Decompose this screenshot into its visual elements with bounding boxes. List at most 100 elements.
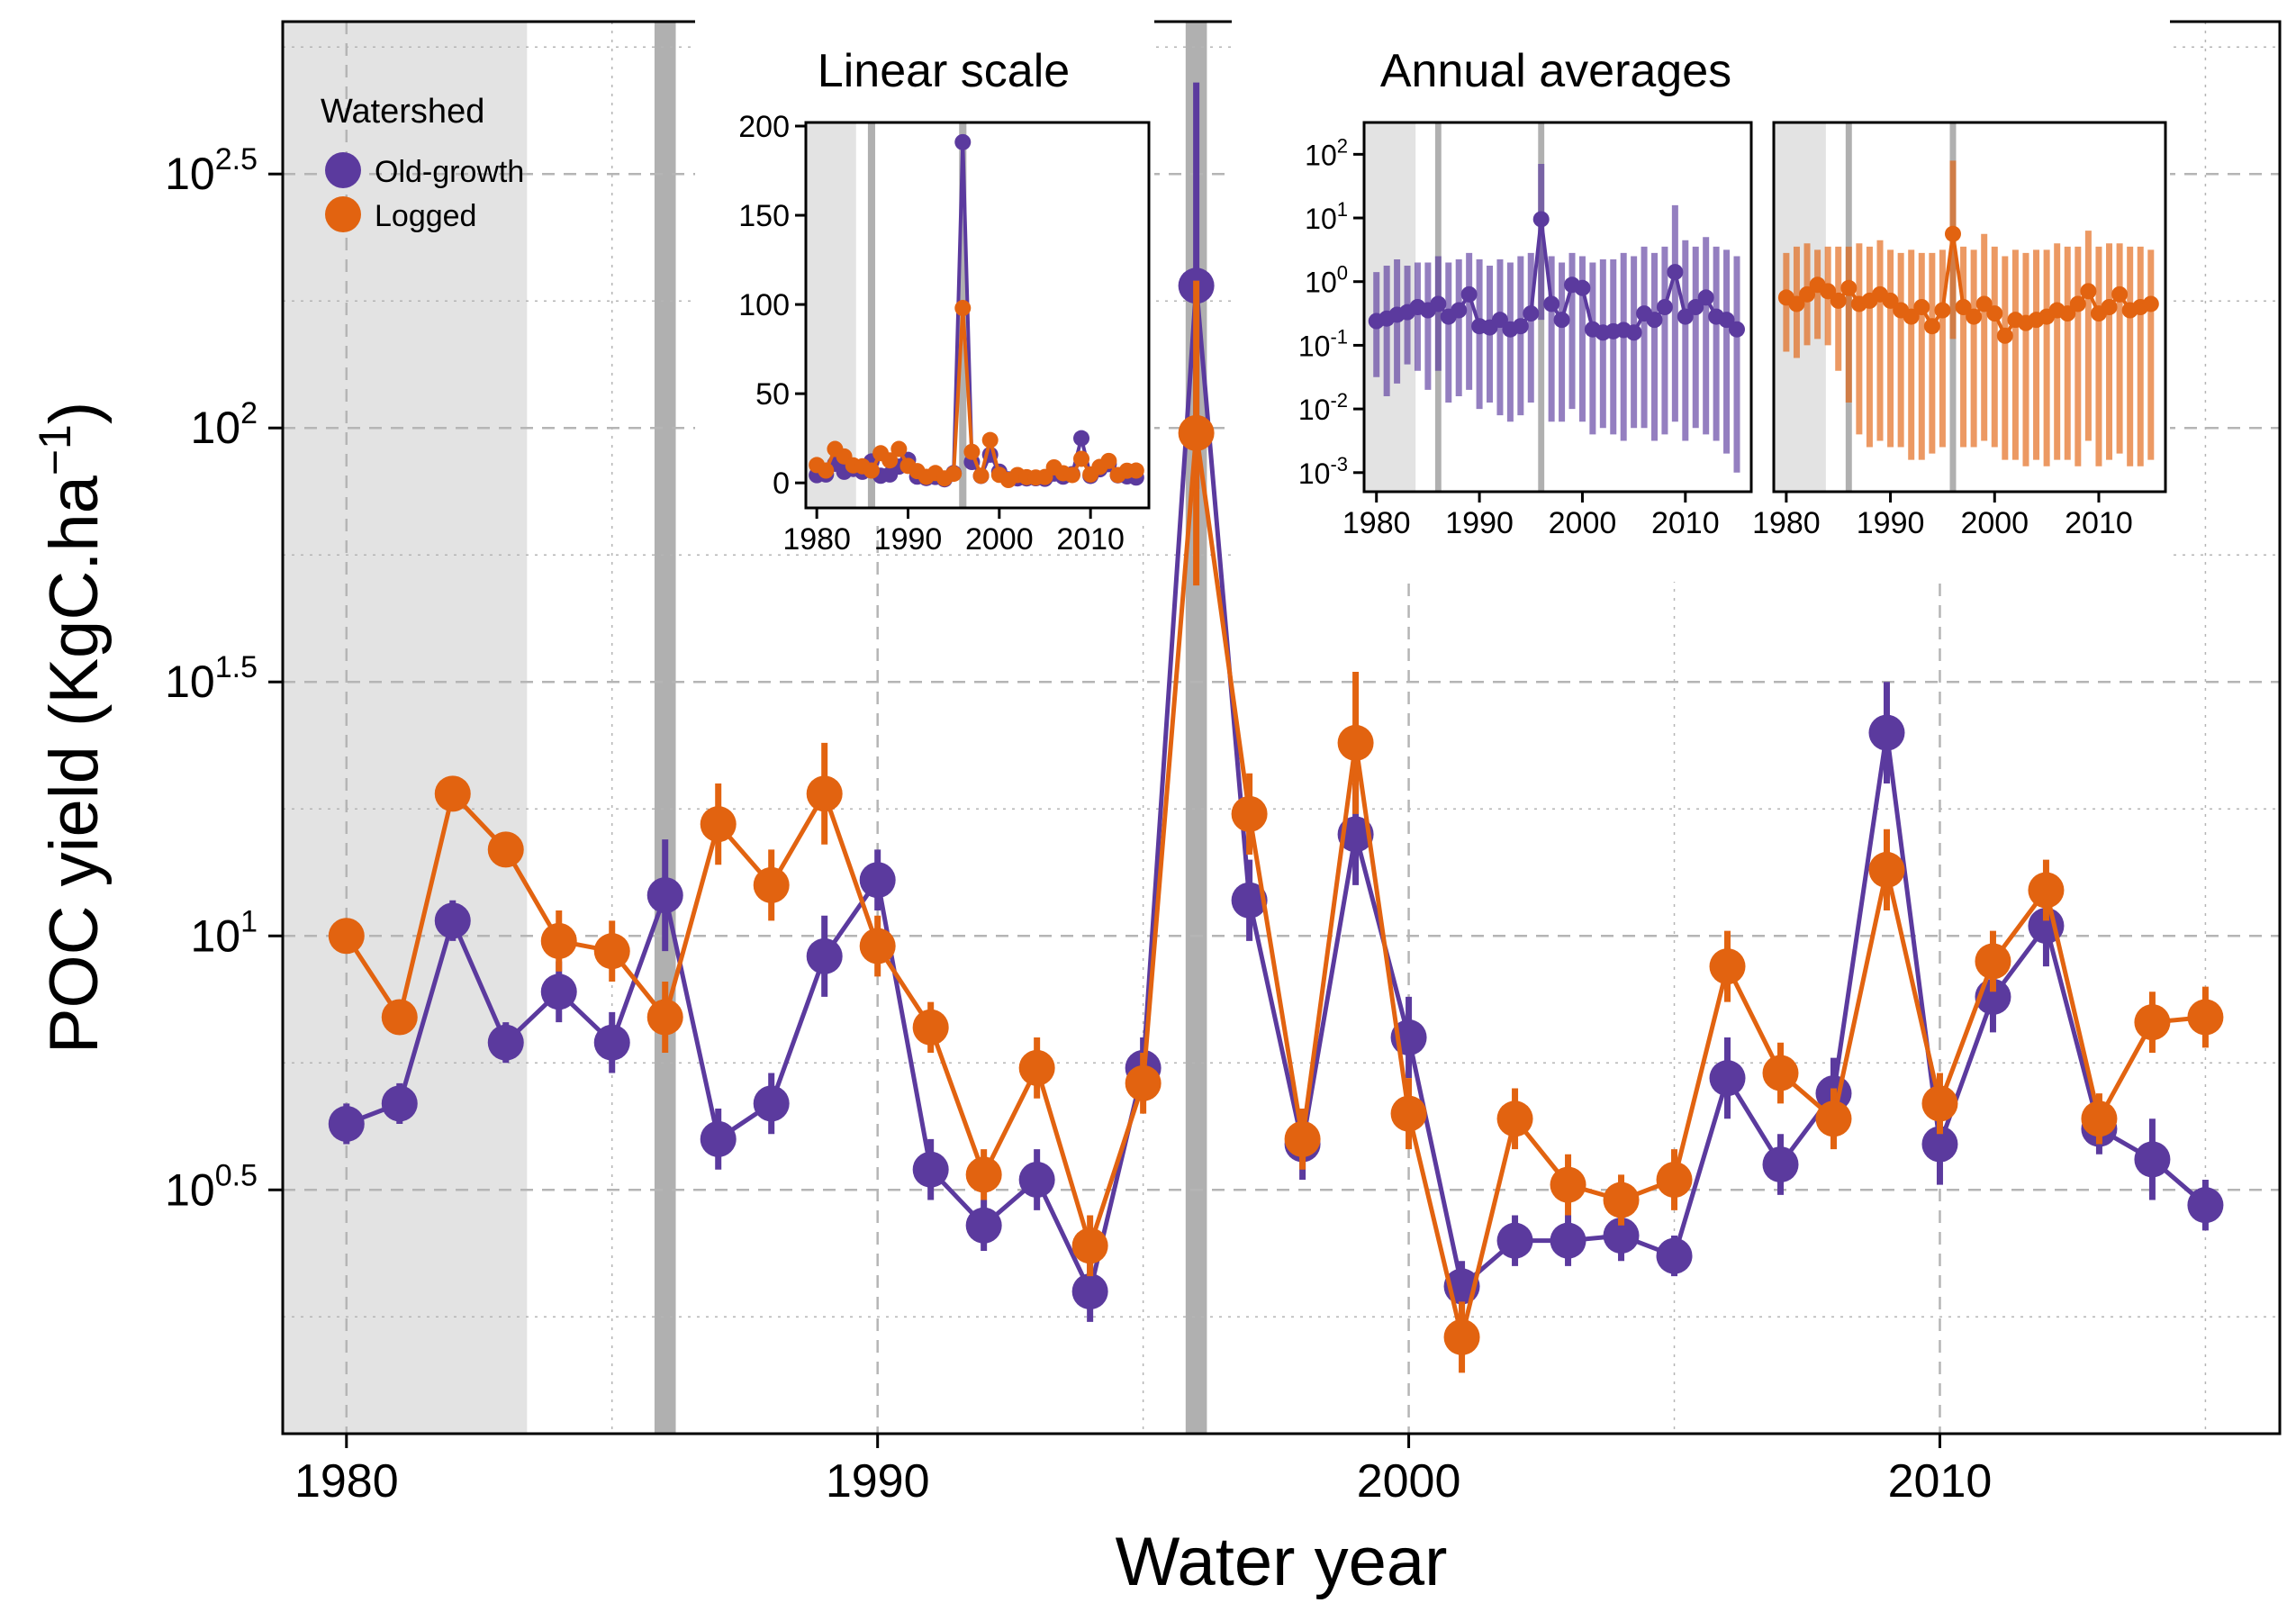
main-x-tick-label-2000: 2000 [1357, 1455, 1461, 1508]
inset-annual-logged-point-logged-1992 [1903, 308, 1920, 325]
inset-annual-old-growth-point-old-growth-2007 [1646, 312, 1663, 329]
inset-annual-logged-x-tick-label-2000: 2000 [1960, 506, 2029, 540]
main-point-logged-1987 [700, 806, 737, 843]
main-point-logged-2004 [1603, 1182, 1640, 1218]
inset-annual-logged-point-logged-1982 [1799, 285, 1816, 303]
inset-annual-logged-x-tick-label-1990: 1990 [1857, 506, 1925, 540]
inset-linear-y-tick-label-0: 0 [773, 466, 790, 501]
main-point-old-growth-1990 [859, 862, 896, 899]
main-point-old-growth-1989 [806, 937, 843, 974]
inset-annual-old-growth-point-old-growth-1998 [1553, 312, 1570, 329]
inset-annual-logged-point-logged-1999 [1975, 295, 1993, 312]
inset-linear-y-axis: 0 50 100 150 200 [738, 110, 806, 501]
main-point-old-growth-2014 [2134, 1141, 2171, 1178]
inset-annual-logged-point-logged-1993 [1913, 299, 1930, 315]
legend-title: Watershed [321, 93, 484, 131]
inset-annual-old-growth-x-tick-label-2010: 2010 [1651, 506, 1720, 540]
inset-linear-point-logged-1997 [963, 443, 981, 460]
main-point-logged-1981 [381, 999, 418, 1036]
main-y-axis: 100.5 101 101.5 102 102.5 [165, 142, 283, 1215]
main-point-old-growth-2006 [1709, 1060, 1746, 1097]
x-axis-title: Water year [1116, 1524, 1448, 1600]
main-point-logged-2011 [1975, 943, 2011, 980]
inset-linear-y-tick-label-150: 150 [738, 199, 790, 233]
inset-annual-old-growth-point-old-growth-1995 [1523, 305, 1540, 322]
inset-linear-x-tick-label-1990: 1990 [874, 522, 943, 557]
inset-annual-logged-point-logged-1995 [1934, 302, 1951, 319]
main-y-tick-label-1.5: 101.5 [165, 650, 258, 707]
inset-annual-logged-point-logged-1990 [1882, 292, 1899, 309]
main-point-logged-1999 [1337, 724, 1374, 761]
inset-linear-point-logged-1996 [954, 300, 972, 317]
inset-linear-point-logged-1988 [881, 452, 899, 469]
inset-annual-logged-series-layer [1777, 160, 2159, 466]
inset-annual-logged-x-tick-label-2010: 2010 [2065, 506, 2133, 540]
inset-annual-logged-point-logged-2015 [2142, 295, 2159, 312]
inset-annual-old-growth-y-tick-label-0: 100 [1305, 262, 1348, 299]
inset-annual-old-growth-y-tick-label-1: 101 [1305, 198, 1348, 235]
inset-annual-logged-point-logged-2012 [2111, 285, 2129, 303]
main-series-layer [328, 82, 2224, 1373]
main-point-logged-2003 [1550, 1166, 1586, 1203]
inset-annual-old-growth-x-tick-label-1980: 1980 [1342, 506, 1411, 540]
inset-linear-y-tick-label-100: 100 [738, 288, 790, 322]
main-y-tick-label-1: 101 [190, 904, 258, 961]
main-point-logged-1982 [434, 775, 471, 812]
inset-linear-point-old-growth-2009 [1073, 430, 1090, 447]
main-point-logged-2001 [1443, 1318, 1480, 1355]
main-point-logged-2009 [1868, 851, 1905, 888]
inset-linear-x-tick-label-1980: 1980 [782, 522, 851, 557]
inset-linear-frame [804, 121, 1151, 510]
inset-annual-old-growth-point-old-growth-2014 [1718, 312, 1735, 329]
main-point-old-growth-1997 [1231, 882, 1268, 919]
inset-linear-series-layer [809, 133, 1144, 489]
main-point-old-growth-1992 [965, 1207, 1002, 1244]
y-axis-title: POC yield (KgC.ha−1) [30, 402, 113, 1054]
main-point-logged-1997 [1231, 795, 1268, 832]
inset-annual-old-growth-y-tick-label--2: 10-2 [1298, 389, 1348, 426]
inset-annual-logged-point-logged-1997 [1955, 299, 1972, 315]
inset-linear-shade-band-1 [867, 122, 876, 508]
inset-annual-old-growth-x-axis: 1980 1990 2000 2010 [1342, 492, 1720, 540]
main-point-logged-1990 [859, 928, 896, 964]
inset-annual-old-growth-point-old-growth-2000 [1574, 279, 1591, 296]
main-shade-band-1 [654, 22, 676, 1434]
main-point-old-growth-1982 [434, 902, 471, 939]
main-point-logged-1991 [912, 1009, 949, 1046]
inset-annual-old-growth-point-old-growth-2005 [1625, 324, 1642, 341]
main-point-logged-1996 [1178, 414, 1215, 451]
main-point-logged-2014 [2134, 1004, 2171, 1041]
main-point-logged-1984 [540, 922, 577, 959]
inset-annual-logged-point-logged-1996 [1944, 225, 1961, 242]
main-point-logged-2005 [1656, 1161, 1693, 1198]
inset-annual-old-growth: 1980 1990 2000 2010 10-3 10-2 10-1 100 101 102 [1298, 121, 1753, 540]
main-y-tick-label-2: 102 [190, 396, 258, 453]
main-shade-band-0 [283, 22, 528, 1434]
main-point-logged-1989 [806, 775, 843, 812]
inset-annual-logged-point-logged-1986 [1840, 279, 1858, 296]
inset-annual-logged-series-logged [1777, 160, 2159, 466]
main-point-old-growth-1994 [1071, 1273, 1108, 1310]
inset-linear-scale: Linear scale 1980 1990 2000 2010 0 50 100 150 2… [695, 18, 1154, 557]
main-point-logged-2002 [1496, 1100, 1533, 1137]
inset-linear-x-tick-label-2010: 2010 [1056, 522, 1125, 557]
inset-annual-old-growth-y-tick-label--1: 10-1 [1298, 325, 1348, 362]
inset-annual-logged-point-logged-2000 [1986, 305, 2003, 322]
inset-annual-old-growth-point-old-growth-2015 [1728, 321, 1745, 338]
inset-linear-point-logged-2015 [1127, 462, 1144, 479]
main-point-logged-1993 [1018, 1049, 1055, 1086]
main-point-logged-1994 [1071, 1227, 1108, 1264]
inset-annual-old-growth-y-tick-label--3: 10-3 [1298, 453, 1348, 490]
inset-annual-old-growth-point-old-growth-1988 [1451, 302, 1468, 319]
inset-annual-logged-point-logged-2011 [2101, 299, 2118, 315]
main-point-old-growth-1986 [646, 877, 683, 914]
legend-label-old-growth: Old-growth [375, 155, 524, 189]
inset-annual-logged-point-logged-2009 [2080, 283, 2097, 300]
inset-annual-logged-point-logged-2007 [2059, 305, 2076, 322]
y-axis-title-main: POC yield (KgC.ha [36, 475, 113, 1054]
main-x-tick-label-2010: 2010 [1888, 1455, 1993, 1508]
inset-annual-old-growth-point-old-growth-1986 [1430, 295, 1447, 312]
main-series-logged [328, 280, 2224, 1373]
inset-linear-series-logged [809, 300, 1144, 489]
